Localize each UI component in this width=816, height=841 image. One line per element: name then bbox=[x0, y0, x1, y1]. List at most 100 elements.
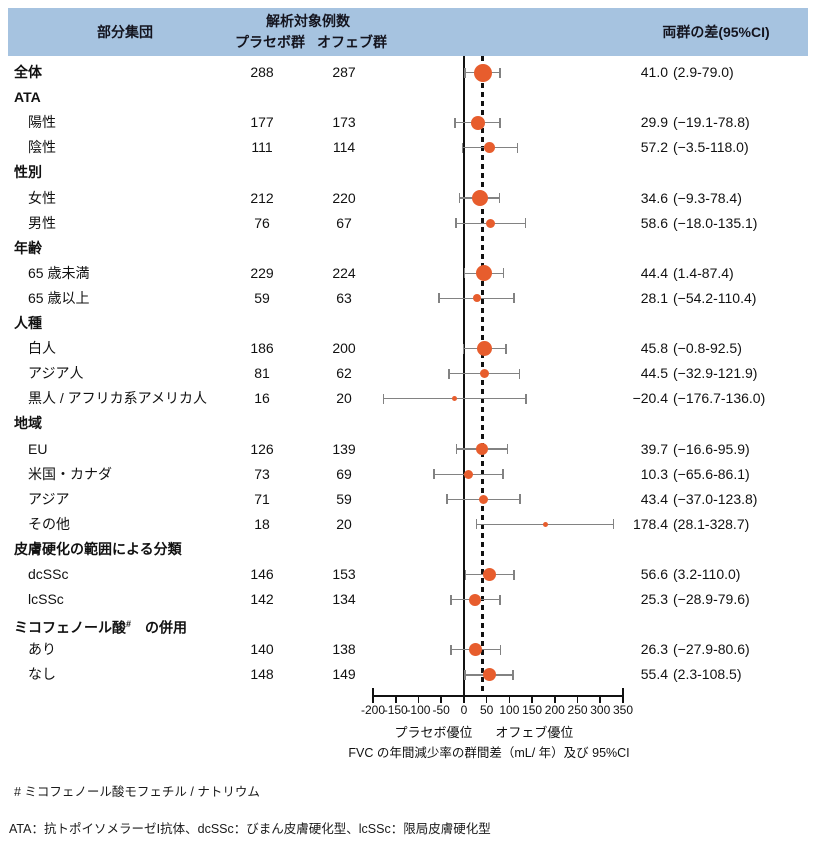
ofev-n-value: 59 bbox=[336, 490, 352, 507]
confidence-interval-text: (28.1-328.7) bbox=[673, 515, 750, 532]
point-estimate-marker bbox=[472, 294, 481, 303]
ci-lower-cap bbox=[464, 669, 466, 680]
ci-upper-cap bbox=[502, 469, 504, 480]
confidence-interval-text: (−3.5-118.0) bbox=[673, 139, 749, 156]
row-label: 人種 bbox=[14, 315, 42, 331]
row-label: 男性 bbox=[28, 214, 56, 231]
row-label: あり bbox=[28, 641, 56, 658]
confidence-interval-text: (1.4-87.4) bbox=[673, 264, 734, 281]
point-estimate-marker bbox=[452, 396, 458, 402]
point-estimate-marker bbox=[470, 115, 485, 130]
ci-upper-cap bbox=[498, 193, 501, 204]
ci-upper-cap bbox=[524, 393, 527, 404]
difference-value: 43.4 bbox=[640, 490, 668, 507]
subgroup-row: 男性 76 67 58.6 (−18.0-135.1) bbox=[0, 211, 816, 236]
ci-lower-cap bbox=[464, 569, 467, 580]
difference-value: 44.4 bbox=[640, 264, 668, 281]
difference-value: 29.9 bbox=[640, 114, 668, 131]
placebo-n-value: 71 bbox=[254, 490, 270, 507]
ci-lower-cap bbox=[462, 343, 465, 354]
confidence-interval-text: (−0.8-92.5) bbox=[673, 340, 742, 357]
row-label: ミコフェノール酸# の併用 bbox=[14, 619, 188, 636]
difference-value: 44.5 bbox=[640, 365, 668, 382]
confidence-interval-text: (−176.7-136.0) bbox=[673, 390, 766, 407]
favor-ofev-label: オフェブ優位 bbox=[495, 725, 574, 740]
placebo-n-value: 186 bbox=[250, 340, 274, 357]
point-estimate-marker bbox=[476, 265, 493, 282]
ci-upper-cap bbox=[524, 218, 527, 229]
section-row: ATA bbox=[0, 85, 816, 110]
difference-value: 55.4 bbox=[640, 666, 668, 683]
ci-upper-cap bbox=[502, 268, 505, 279]
ci-upper-cap bbox=[518, 368, 521, 379]
axis-tick bbox=[394, 695, 397, 703]
section-row: 皮膚硬化の範囲による分類 bbox=[0, 537, 816, 562]
point-estimate-marker bbox=[469, 643, 483, 657]
ofev-n-value: 224 bbox=[332, 264, 356, 281]
axis-tick-label: -100 bbox=[406, 703, 431, 717]
confidence-interval-text: (−65.6-86.1) bbox=[673, 465, 750, 482]
subgroup-row: その他 18 20 178.4 (28.1-328.7) bbox=[0, 512, 816, 537]
axis-tick-label: 350 bbox=[612, 703, 634, 717]
placebo-n-value: 177 bbox=[250, 114, 274, 131]
ofev-n-value: 287 bbox=[332, 64, 356, 80]
placebo-n-value: 111 bbox=[251, 139, 273, 156]
ci-lower-cap bbox=[433, 469, 435, 480]
placebo-n-value: 140 bbox=[250, 641, 274, 658]
axis-tick bbox=[554, 695, 556, 703]
point-estimate-marker bbox=[542, 521, 548, 527]
ofev-n-value: 139 bbox=[332, 440, 356, 457]
ci-lower-cap bbox=[464, 67, 467, 78]
subgroup-row: lcSSc 142 134 25.3 (−28.9-79.6) bbox=[0, 587, 816, 612]
ci-upper-cap bbox=[499, 644, 502, 655]
axis-tick bbox=[485, 695, 488, 703]
difference-value: 178.4 bbox=[632, 515, 668, 532]
ofev-n-value: 63 bbox=[336, 289, 352, 306]
ofev-n-value: 20 bbox=[336, 515, 352, 532]
ci-lower-cap bbox=[463, 268, 466, 279]
placebo-n-value: 146 bbox=[250, 566, 274, 582]
row-label: なし bbox=[28, 666, 56, 683]
ci-lower-cap bbox=[475, 519, 478, 530]
axis-tick-label: -150 bbox=[383, 703, 408, 717]
row-label: 陽性 bbox=[28, 114, 56, 131]
subgroup-row: 65 歳以上 59 63 28.1 (−54.2-110.4) bbox=[0, 286, 816, 311]
subgroup-row: 65 歳未満 229 224 44.4 (1.4-87.4) bbox=[0, 261, 816, 286]
point-estimate-marker bbox=[475, 443, 488, 456]
row-label: 女性 bbox=[28, 189, 56, 206]
col-header-subgroup: 部分集団 bbox=[97, 24, 153, 40]
ci-lower-cap bbox=[448, 368, 450, 379]
table-header-band: 部分集団 解析対象例数 プラセボ群 オフェブ群 両群の差(95%CI) bbox=[8, 8, 808, 56]
axis-tick-label: -50 bbox=[432, 703, 450, 717]
confidence-interval-text: (−19.1-78.8) bbox=[673, 114, 750, 131]
ci-lower-cap bbox=[454, 117, 457, 128]
ci-upper-cap bbox=[499, 594, 501, 605]
ci-upper-cap bbox=[505, 343, 507, 354]
axis-tick bbox=[531, 695, 533, 703]
confidence-interval-text: (−9.3-78.4) bbox=[673, 189, 742, 206]
subgroup-row: アジア 71 59 43.4 (−37.0-123.8) bbox=[0, 487, 816, 512]
row-label: 陰性 bbox=[28, 139, 56, 156]
axis-tick-label: 50 bbox=[479, 703, 494, 717]
ci-upper-cap bbox=[519, 494, 521, 505]
section-row: 性別 bbox=[0, 160, 816, 185]
axis-tick-label: 300 bbox=[590, 703, 611, 717]
ci-upper-cap bbox=[612, 519, 615, 530]
point-estimate-marker bbox=[471, 190, 488, 207]
confidence-interval-text: (2.9-79.0) bbox=[673, 64, 734, 80]
placebo-n-value: 142 bbox=[250, 591, 274, 608]
ci-lower-cap bbox=[449, 594, 452, 605]
point-estimate-marker bbox=[473, 63, 492, 82]
point-estimate-marker bbox=[486, 218, 496, 228]
ofev-n-value: 200 bbox=[332, 340, 356, 357]
row-label: dcSSc bbox=[28, 566, 69, 582]
row-label: 黒人 / アフリカ系アメリカ人 bbox=[28, 390, 207, 407]
ci-lower-cap bbox=[461, 142, 464, 153]
ci-upper-cap bbox=[512, 669, 515, 680]
row-label: 白人 bbox=[28, 340, 56, 357]
difference-value: 45.8 bbox=[640, 340, 668, 357]
subgroup-row: 白人 186 200 45.8 (−0.8-92.5) bbox=[0, 336, 816, 361]
point-estimate-marker bbox=[482, 668, 496, 682]
row-label: アジア人 bbox=[28, 365, 84, 382]
